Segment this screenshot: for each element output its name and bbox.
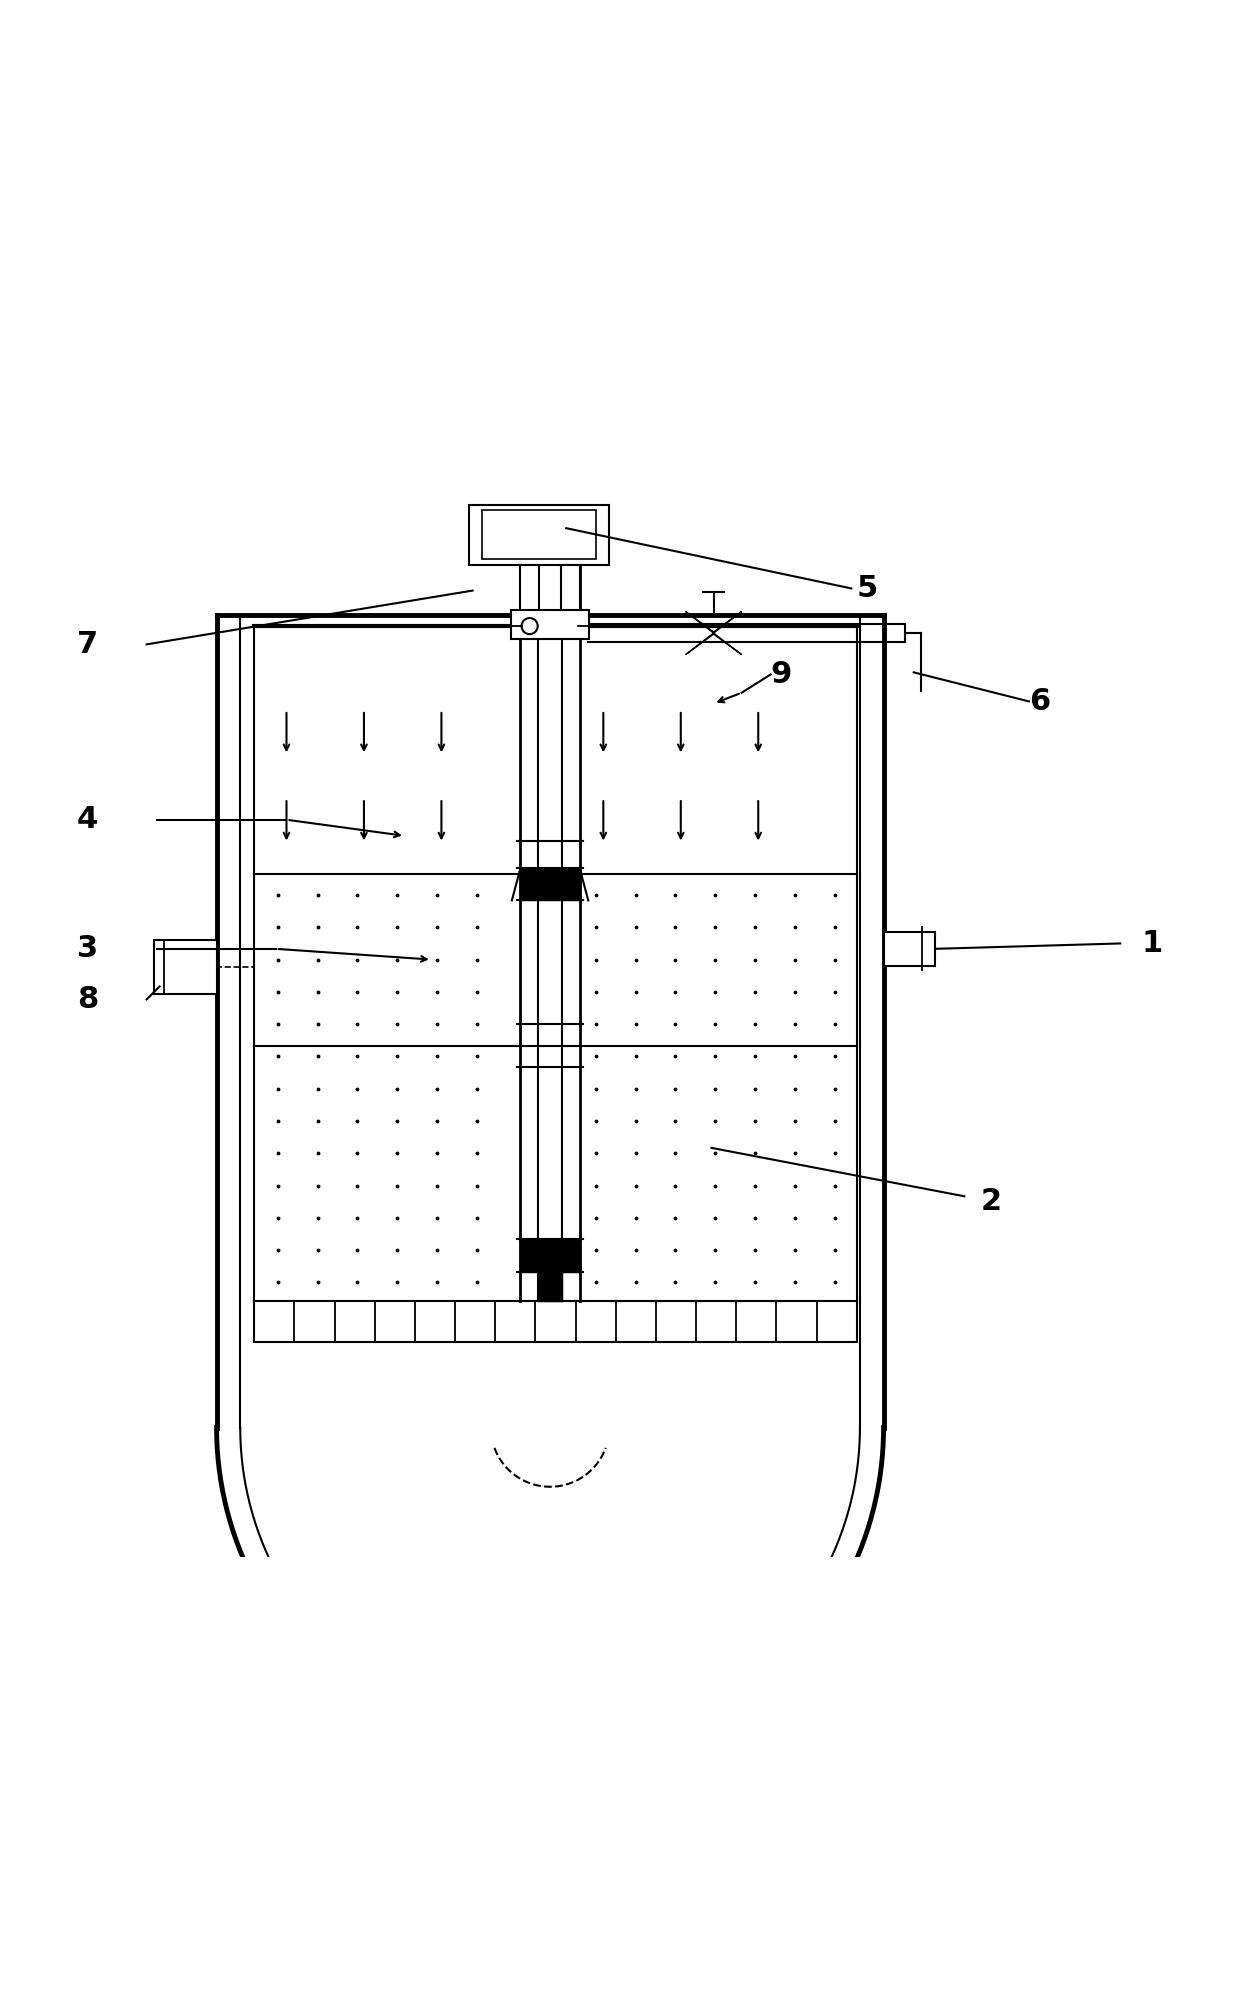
Polygon shape (713, 611, 742, 633)
Polygon shape (686, 611, 713, 633)
Bar (511, 611, 589, 639)
Polygon shape (686, 633, 713, 655)
Text: 5: 5 (857, 575, 878, 603)
Bar (154, 939, 217, 994)
Text: 8: 8 (77, 986, 98, 1014)
Text: 2: 2 (981, 1187, 1002, 1216)
Text: 6: 6 (1029, 687, 1050, 716)
Text: 3: 3 (77, 933, 98, 964)
Bar (520, 564, 539, 615)
Bar (884, 931, 935, 966)
Bar (470, 504, 609, 564)
Bar (560, 564, 580, 615)
Polygon shape (713, 633, 742, 655)
Text: 4: 4 (77, 804, 98, 835)
Text: 7: 7 (77, 629, 98, 659)
Text: 1: 1 (1142, 929, 1163, 958)
Bar (482, 510, 596, 558)
Text: 9: 9 (770, 659, 792, 689)
